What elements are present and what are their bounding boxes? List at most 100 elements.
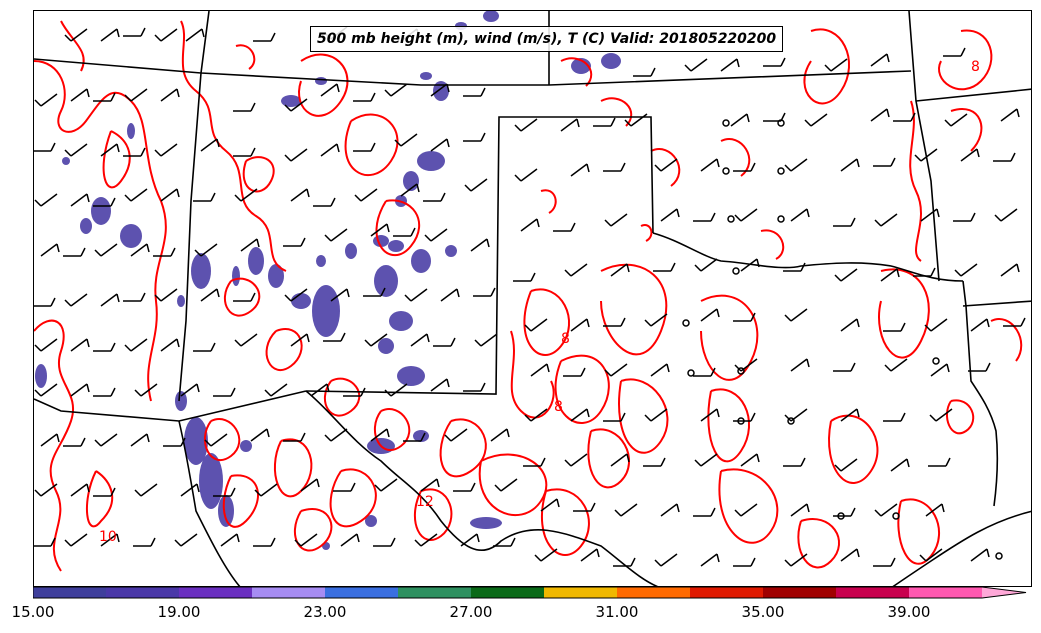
wind-barb [70, 383, 90, 397]
wind-barb [580, 548, 600, 562]
wind-barb [284, 288, 308, 302]
wind-barb [570, 318, 590, 332]
colorbar-tick-label: 23.00 [303, 603, 347, 621]
wind-barb [154, 288, 178, 302]
wind-barb [693, 367, 716, 377]
wind-barb [134, 383, 158, 397]
shading-blob [374, 265, 398, 297]
wind-barb [643, 457, 666, 467]
contour-label: 8 [971, 59, 980, 75]
wind-barb [64, 533, 88, 547]
wind-barb [740, 258, 760, 272]
temperature-contour [102, 130, 131, 189]
calm-wind-circle [837, 512, 845, 520]
shading-blob [291, 293, 311, 309]
wind-barb [384, 383, 408, 397]
calm-wind-circle [737, 367, 745, 375]
wind-barb [283, 237, 306, 247]
shading-blob [483, 11, 499, 22]
wind-barb [185, 28, 205, 42]
wind-barb [100, 143, 120, 157]
wind-barb [93, 487, 116, 497]
wind-barb [193, 342, 216, 352]
colorbar-segment [33, 587, 106, 598]
temperature-contour [242, 156, 275, 193]
shading-blob [248, 247, 264, 275]
colorbar-segment [763, 587, 836, 598]
wind-barb [194, 243, 218, 257]
wind-barb [253, 32, 276, 42]
calm-wind-circle [932, 357, 940, 365]
wind-barb [570, 163, 590, 177]
wind-barb [603, 162, 626, 172]
temperature-contour [700, 294, 759, 381]
wind-barb [603, 412, 626, 422]
wind-barb [320, 83, 340, 97]
wind-barb [310, 383, 330, 397]
wind-barb [220, 533, 240, 547]
wind-barb [384, 83, 408, 97]
wind-barb [644, 408, 668, 422]
state-boundary [178, 420, 241, 586]
colorbar-segment [106, 587, 179, 598]
wind-barb [404, 288, 428, 302]
wind-barb [123, 27, 146, 37]
wind-barb [444, 428, 468, 442]
wind-barb [63, 437, 86, 447]
colorbar-segment [617, 587, 690, 598]
colorbar-segment [544, 587, 617, 598]
colorbar-segment [398, 587, 471, 598]
state-boundary [892, 510, 1031, 586]
temperature-contour [523, 288, 571, 356]
wind-barb [264, 383, 288, 397]
colorbar-tick-label: 35.00 [741, 603, 785, 621]
wind-barb [970, 548, 990, 562]
wind-barb [100, 28, 120, 42]
wind-barb [420, 478, 440, 492]
wind-barb [514, 168, 538, 182]
temperature-contour [950, 108, 983, 152]
temperature-contour [222, 474, 259, 528]
calm-wind-circle [777, 167, 785, 175]
wind-barb [960, 148, 980, 162]
calm-wind-circle [787, 417, 795, 425]
wind-barb [463, 382, 486, 392]
shading-blob [232, 266, 240, 286]
wind-barb [34, 142, 56, 152]
contour-label: 8 [561, 331, 570, 347]
wind-barb [254, 483, 278, 497]
wind-barb [953, 212, 976, 222]
wind-barb [63, 247, 86, 257]
wind-barb [324, 428, 348, 442]
wind-barb [393, 227, 416, 237]
wind-barb [364, 333, 388, 347]
wind-barb [233, 147, 256, 157]
temperature-contour [897, 498, 941, 565]
wind-barb [954, 263, 978, 277]
wind-barb [284, 148, 308, 162]
wind-barb [693, 212, 716, 222]
wind-barb [323, 332, 346, 342]
wind-barb [1003, 317, 1026, 327]
wind-barb [1000, 263, 1020, 277]
colorbar-outline [33, 586, 1027, 599]
wind-barb [64, 28, 88, 42]
wind-barb [414, 533, 438, 547]
temperature-contour [439, 418, 487, 478]
wind-barb [34, 338, 58, 352]
wind-barb [424, 228, 448, 242]
wind-barb [624, 113, 648, 127]
wind-barb [734, 208, 758, 222]
wind-barb [94, 243, 118, 257]
wind-barb [34, 193, 58, 207]
wind-barb [610, 453, 630, 467]
wind-barb [283, 432, 306, 442]
shading-blob [365, 515, 377, 527]
wind-barb [833, 217, 856, 227]
wind-barb [790, 208, 810, 222]
contour-label: 10 [99, 529, 117, 545]
wind-barb [684, 58, 708, 72]
calm-wind-circle [777, 119, 785, 127]
wind-barb [893, 112, 916, 122]
wind-barb [784, 158, 808, 172]
